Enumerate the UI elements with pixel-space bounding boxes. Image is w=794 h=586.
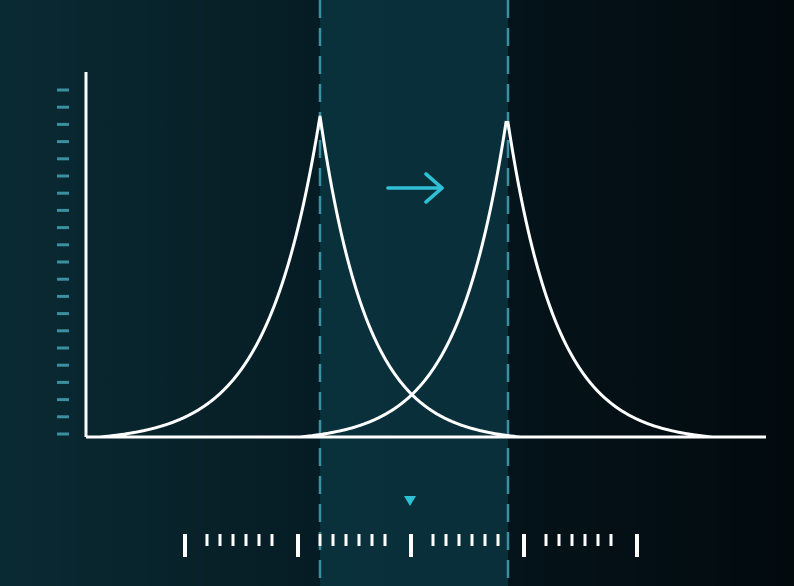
peak-curve-shifted [298,120,714,439]
down-triangle-marker-icon [404,496,416,506]
peak-curve-original [98,115,522,439]
right-arrow-icon [386,172,444,204]
bottom-ruler-scale [183,534,639,557]
y-axis-dash-scale [57,88,69,436]
highlight-band [320,0,508,586]
